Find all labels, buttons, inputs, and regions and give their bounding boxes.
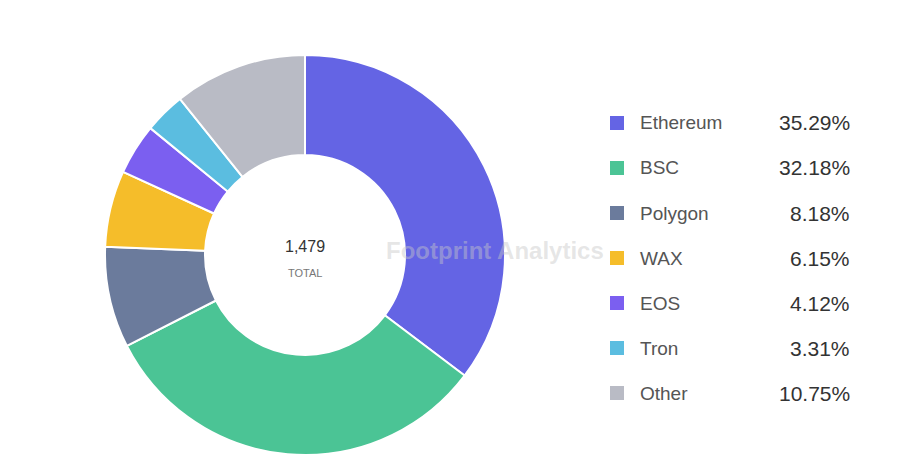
svg-text:1,479: 1,479 bbox=[285, 238, 325, 255]
svg-text:EOS: EOS bbox=[640, 293, 680, 314]
svg-text:6.15%: 6.15% bbox=[790, 247, 850, 270]
svg-text:8.18%: 8.18% bbox=[790, 202, 850, 225]
svg-text:35.29%: 35.29% bbox=[779, 111, 850, 134]
svg-text:BSC: BSC bbox=[640, 157, 679, 178]
svg-text:32.18%: 32.18% bbox=[779, 156, 850, 179]
svg-text:Polygon: Polygon bbox=[640, 203, 709, 224]
svg-text:WAX: WAX bbox=[640, 248, 683, 269]
svg-text:Footprint Analytics: Footprint Analytics bbox=[386, 237, 604, 264]
svg-text:TOTAL: TOTAL bbox=[288, 267, 322, 279]
svg-text:4.12%: 4.12% bbox=[790, 292, 850, 315]
svg-text:Tron: Tron bbox=[640, 338, 678, 359]
svg-text:Ethereum: Ethereum bbox=[640, 112, 722, 133]
svg-text:Other: Other bbox=[640, 383, 688, 404]
svg-text:10.75%: 10.75% bbox=[779, 382, 850, 405]
svg-text:3.31%: 3.31% bbox=[790, 337, 850, 360]
